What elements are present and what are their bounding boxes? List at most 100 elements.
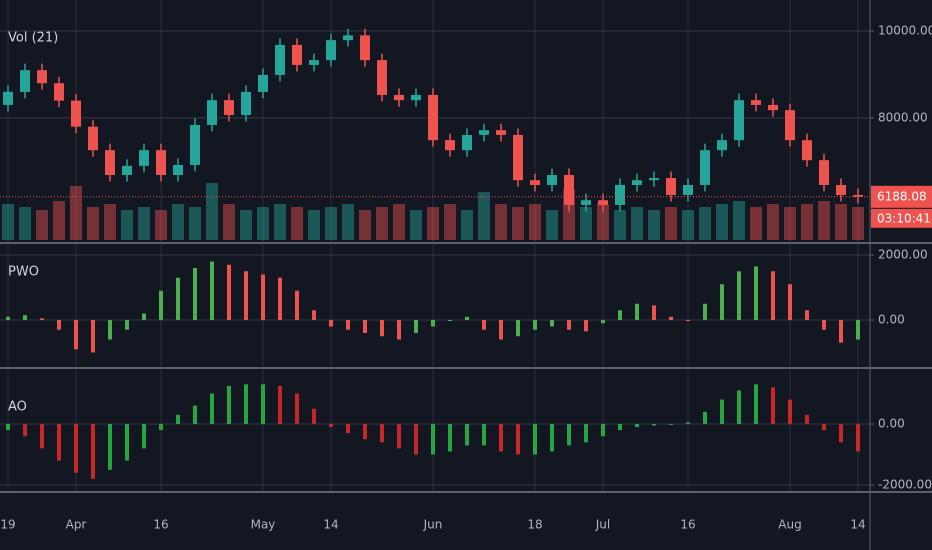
candle-body — [445, 140, 455, 151]
histogram-bar — [244, 384, 248, 424]
histogram-bar — [142, 313, 146, 321]
volume-bar — [325, 207, 337, 240]
x-tick-label: Apr — [66, 518, 87, 532]
histogram-bar — [159, 290, 163, 321]
volume-bar — [342, 204, 354, 240]
histogram-bar — [465, 423, 469, 446]
volume-bar — [478, 192, 490, 240]
histogram-bar — [363, 320, 367, 334]
volume-bar — [223, 204, 235, 240]
volume-bar — [716, 204, 728, 240]
histogram-bar — [686, 422, 690, 424]
histogram-bar — [329, 423, 333, 428]
volume-bar — [512, 207, 524, 240]
histogram-bar — [771, 387, 775, 424]
histogram-bar — [482, 320, 486, 330]
histogram-bar — [448, 320, 452, 322]
histogram-bar — [754, 384, 758, 424]
volume-bar — [36, 210, 48, 240]
histogram-bar — [499, 320, 503, 340]
histogram-bar — [720, 399, 724, 424]
x-tick-label: Jun — [423, 518, 443, 532]
candle-body — [122, 165, 132, 175]
histogram-bar — [839, 423, 843, 443]
candle-body — [666, 178, 676, 195]
histogram-bar — [40, 423, 44, 449]
candle-body — [496, 130, 506, 135]
volume-bar — [155, 210, 167, 240]
volume-bar — [240, 210, 252, 240]
pane-label: Vol (21) — [8, 31, 58, 46]
histogram-bar — [788, 399, 792, 424]
volume-bar — [104, 204, 116, 240]
histogram-bar — [482, 423, 486, 446]
histogram-bar — [686, 320, 690, 322]
candle-body — [751, 100, 761, 105]
volume-bar — [546, 210, 558, 240]
volume-bar — [444, 204, 456, 240]
candle-body — [547, 174, 557, 185]
candle-body — [207, 100, 217, 125]
histogram-bar — [6, 316, 10, 321]
histogram-bar — [550, 423, 554, 452]
histogram-bar — [720, 284, 724, 321]
histogram-bar — [261, 274, 265, 321]
histogram-bar — [6, 423, 10, 431]
volume-bar — [274, 204, 286, 240]
volume-bar — [461, 210, 473, 240]
candle-body — [105, 150, 115, 175]
histogram-bar — [295, 393, 299, 424]
histogram-bar — [703, 303, 707, 321]
histogram-bar — [227, 385, 231, 424]
histogram-bar — [669, 423, 673, 425]
volume-bar — [665, 207, 677, 240]
histogram-bar — [431, 320, 435, 327]
histogram-bar — [312, 310, 316, 321]
volume-bar — [359, 210, 371, 240]
y-tick-label: 2000.00 — [878, 248, 928, 262]
histogram-bar — [380, 423, 384, 443]
volume-bar — [597, 204, 609, 240]
histogram-bar — [567, 320, 571, 330]
y-tick-label: 10000.00 — [878, 24, 932, 38]
x-tick-label: 14 — [850, 518, 865, 532]
volume-bar — [257, 207, 269, 240]
volume-bar — [291, 207, 303, 240]
histogram-bar — [584, 423, 588, 443]
histogram-bar — [346, 320, 350, 330]
histogram-bar — [788, 284, 792, 321]
histogram-bar — [23, 315, 27, 321]
candle-body — [581, 200, 591, 205]
x-tick-label: May — [251, 518, 276, 532]
histogram-bar — [278, 277, 282, 321]
histogram-bar — [210, 393, 214, 424]
candle-body — [309, 60, 319, 65]
x-tick-label: 16 — [680, 518, 695, 532]
x-tick-label: 19 — [0, 518, 15, 532]
plot — [0, 28, 870, 479]
candle-body — [802, 140, 812, 161]
volume-bar — [580, 207, 592, 240]
histogram-bar — [312, 408, 316, 424]
histogram-bar — [533, 423, 537, 455]
volume-bar — [852, 207, 864, 240]
candle-body — [343, 35, 353, 41]
histogram-bar — [856, 423, 860, 452]
histogram-bar — [737, 390, 741, 424]
histogram-bar — [278, 385, 282, 424]
candle-body — [190, 124, 200, 165]
histogram-bar — [91, 320, 95, 353]
histogram-bar — [601, 320, 605, 324]
volume-bar — [2, 204, 14, 240]
volume-bar — [138, 207, 150, 240]
candle-body — [173, 164, 183, 175]
volume-bar — [733, 201, 745, 240]
candle-body — [649, 178, 659, 181]
histogram-bar — [57, 423, 61, 461]
candle-body — [598, 200, 608, 205]
histogram-bar — [346, 423, 350, 434]
candle-body — [292, 44, 302, 65]
candle-body — [734, 100, 744, 141]
candle-body — [156, 150, 166, 175]
volume-bar — [206, 183, 218, 240]
